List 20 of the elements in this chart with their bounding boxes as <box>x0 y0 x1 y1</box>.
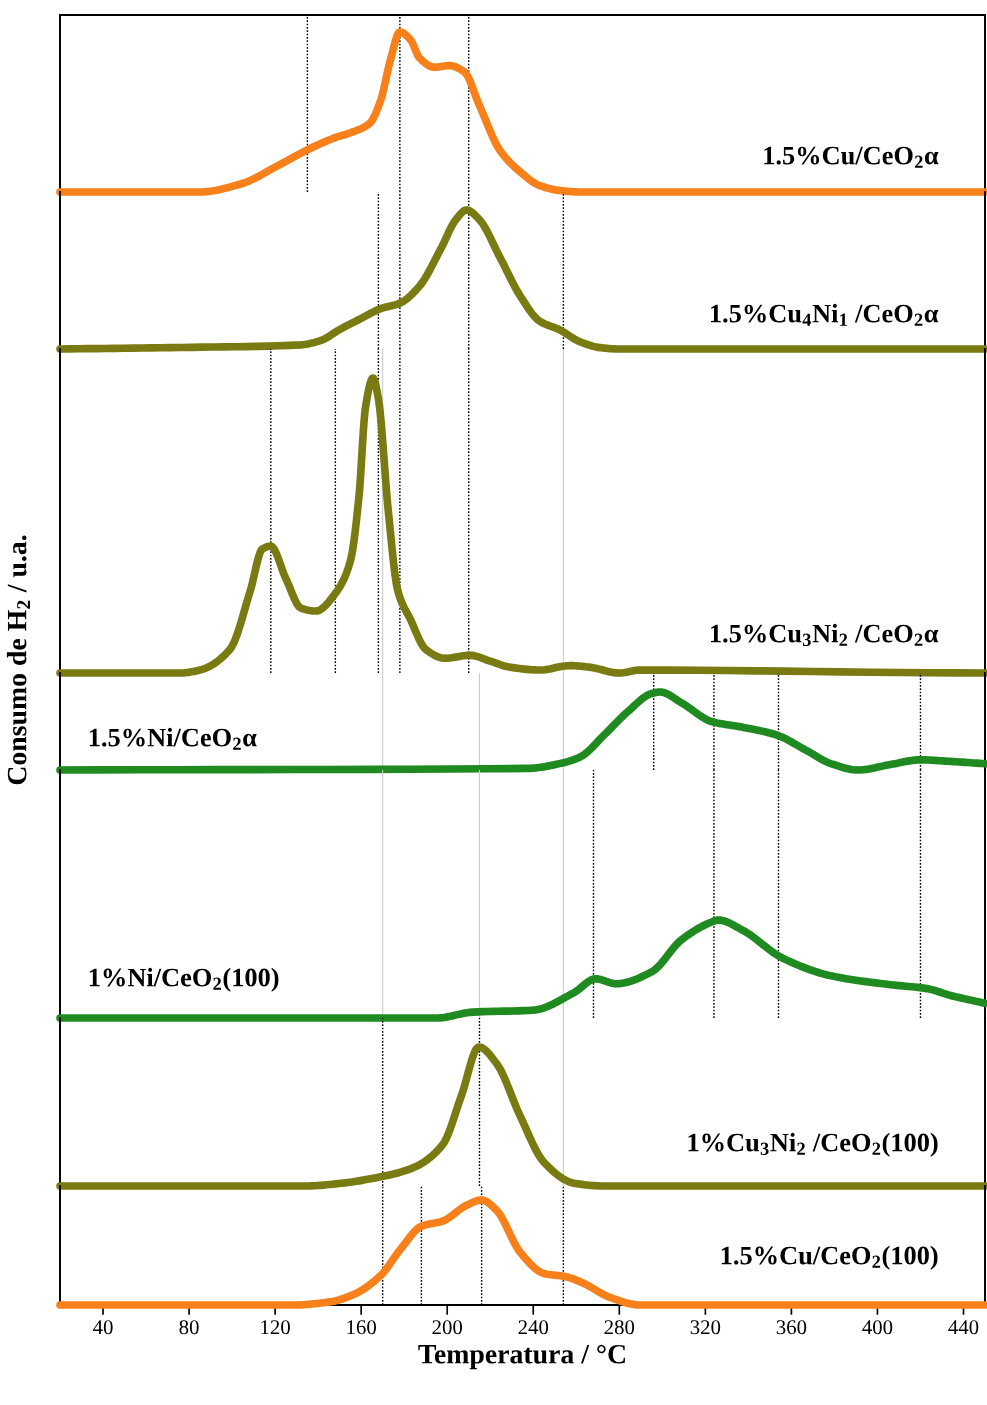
x-tick-label: 400 <box>862 1320 893 1335</box>
x-tick-label: 200 <box>432 1320 463 1335</box>
x-tick-label: 160 <box>347 1320 376 1335</box>
x-axis-title: Temperatura / °C <box>418 1344 625 1370</box>
x-tick-label: 320 <box>690 1320 721 1335</box>
x-tick-label: 280 <box>604 1320 635 1335</box>
x-tick-label: 80 <box>179 1320 199 1335</box>
x-tick-label: 240 <box>518 1320 549 1335</box>
x-tick-label: 440 <box>948 1320 979 1335</box>
series-label: 1.5%Cu$_{4}$Ni$_{1}$ /CeO$_{2}$α <box>711 303 939 326</box>
x-tick-label: 120 <box>261 1320 290 1335</box>
series-label: 1.5%Cu/CeO$_{2}$(100) <box>721 1245 938 1270</box>
series-label: 1%Ni/CeO$_{2}$(100) <box>89 967 279 992</box>
x-tick-label: 360 <box>776 1320 807 1335</box>
series-label: 1.5%Cu$_{3}$Ni$_{2}$ /CeO$_{2}$α <box>711 623 939 646</box>
x-tick-label: 40 <box>93 1320 113 1335</box>
series-label: 1.5%Cu/CeO$_{2}$α <box>764 146 939 168</box>
series-label: 1%Cu$_{3}$Ni$_{2}$ /CeO$_{2}$(100) <box>688 1132 938 1157</box>
y-axis-title: Consumo de H$_{2}$ / u.a. <box>6 535 30 785</box>
series-label: 1.5%Ni/CeO$_{2}$α <box>89 727 257 750</box>
